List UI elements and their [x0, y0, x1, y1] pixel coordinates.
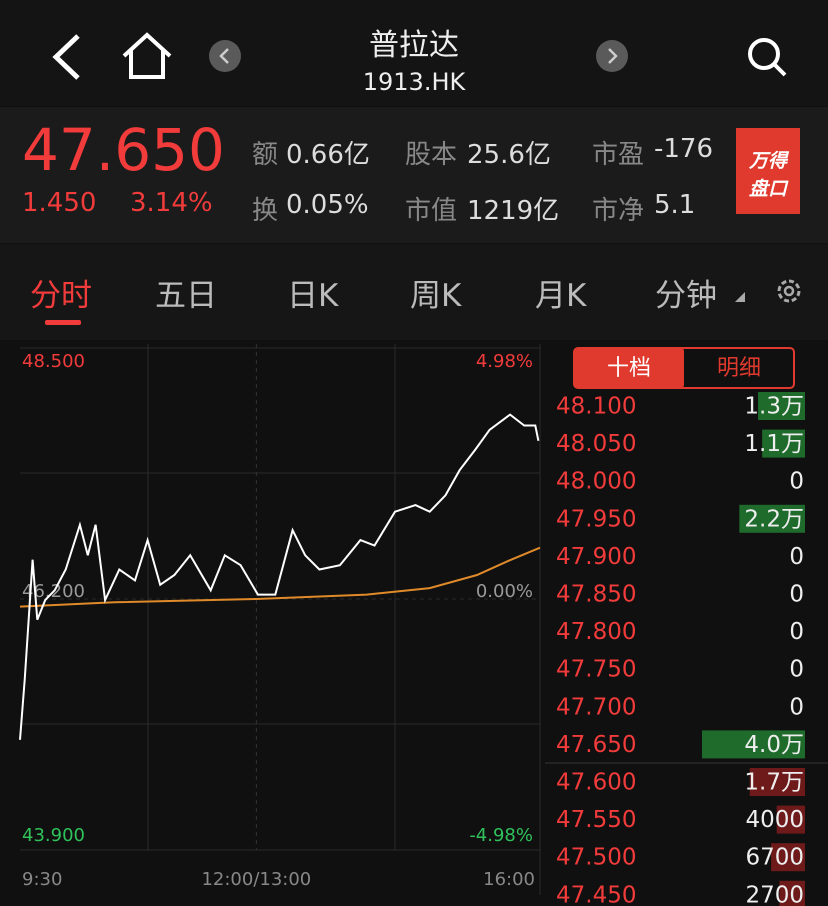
y-tick-label: 48.500 — [22, 351, 85, 372]
field-value: 1219亿 — [467, 196, 560, 226]
volume-bar — [779, 880, 805, 906]
order-price: 47.450 — [556, 882, 636, 906]
header-icons — [52, 32, 787, 80]
price-change: 1.450 — [22, 188, 97, 218]
order-price: 47.500 — [556, 845, 636, 871]
field-label: 换 — [252, 196, 279, 226]
order-tab-active — [574, 348, 684, 388]
last-price: 47.650 — [22, 116, 225, 184]
order-price: 47.900 — [556, 544, 636, 570]
tab[interactable]: 分时 — [30, 278, 92, 314]
price-line — [19, 413, 540, 740]
order-price: 47.700 — [556, 694, 636, 720]
prev-button[interactable] — [209, 40, 241, 72]
field-label: 市盈 — [592, 140, 645, 170]
order-price: 47.800 — [556, 619, 636, 645]
volume-bar — [758, 392, 805, 420]
field-value: -176 — [654, 134, 714, 164]
order-volume: 1.3万 — [744, 394, 804, 420]
field-value: 0.66亿 — [286, 140, 370, 170]
y2-tick-label: 4.98% — [476, 351, 533, 372]
volume-bar — [739, 504, 805, 533]
search-button[interactable] — [748, 38, 787, 77]
home-button[interactable] — [122, 32, 172, 79]
order-price: 48.050 — [556, 431, 636, 457]
order-volume: 6700 — [745, 845, 804, 871]
order-volume: 0 — [789, 582, 804, 608]
badge[interactable]: 万得 盘口 — [736, 128, 800, 214]
tab[interactable]: 分钟 — [655, 278, 717, 314]
order-volume: 4.0万 — [744, 732, 804, 758]
badge-text: 万得 — [748, 150, 787, 172]
tab[interactable]: 五日 — [155, 278, 217, 314]
order-price: 47.850 — [556, 582, 636, 608]
price-change-pct: 3.14% — [130, 188, 213, 218]
field-label: 额 — [252, 140, 279, 170]
order-volume: 1.7万 — [744, 770, 804, 796]
order-tab[interactable]: 明细 — [717, 356, 761, 381]
field-value: 0.05% — [286, 190, 369, 220]
field-label: 股本 — [405, 140, 458, 170]
volume-bar — [762, 429, 805, 458]
quote-panel — [0, 107, 828, 243]
order-volume: 0 — [789, 469, 804, 495]
order-volume: 1.1万 — [744, 431, 804, 457]
tab[interactable]: 周K — [410, 278, 462, 314]
order-price: 47.550 — [556, 807, 636, 833]
order-price: 48.000 — [556, 469, 636, 495]
y-tick-label: 43.900 — [22, 825, 85, 846]
volume-bar — [771, 843, 805, 872]
volume-bar — [749, 768, 805, 796]
field-value: 5.1 — [654, 190, 696, 220]
volume-bar — [702, 730, 805, 759]
dropdown-icon — [735, 292, 745, 302]
order-price: 47.650 — [556, 732, 636, 758]
field-label: 市净 — [592, 196, 645, 226]
order-price: 47.600 — [556, 770, 636, 796]
field-label: 市值 — [405, 196, 458, 226]
order-volume: 2700 — [745, 882, 804, 906]
order-price: 48.100 — [556, 394, 636, 420]
price-line — [19, 546, 541, 608]
x-tick-label: 9:30 — [22, 869, 62, 890]
order-volume: 4000 — [745, 807, 804, 833]
stock-name: 普拉达 — [369, 28, 459, 63]
tab-bar — [0, 244, 828, 340]
order-price: 47.950 — [556, 506, 636, 532]
order-volume: 0 — [789, 657, 804, 683]
field-value: 25.6亿 — [467, 140, 551, 170]
order-volume: 0 — [789, 694, 804, 720]
x-tick-label: 12:00/13:00 — [201, 869, 311, 890]
tab[interactable]: 月K — [535, 278, 587, 314]
x-tick-label: 16:00 — [483, 869, 535, 890]
next-button[interactable] — [596, 40, 628, 72]
order-tab[interactable]: 十档 — [607, 356, 651, 381]
order-volume: 0 — [789, 619, 804, 645]
order-price: 47.750 — [556, 657, 636, 683]
header-bar — [0, 0, 828, 106]
order-volume: 0 — [789, 544, 804, 570]
order-volume: 2.2万 — [744, 506, 804, 532]
tab[interactable]: 日K — [287, 278, 339, 314]
stock-code: 1913.HK — [362, 68, 466, 96]
tab-indicator — [45, 320, 81, 325]
settings-button[interactable] — [770, 272, 808, 310]
y2-tick-label: 0.00% — [476, 581, 533, 602]
back-button[interactable] — [52, 34, 80, 80]
y2-tick-label: -4.98% — [469, 825, 533, 846]
volume-bar — [776, 805, 805, 834]
badge-text: 盘口 — [748, 178, 787, 200]
